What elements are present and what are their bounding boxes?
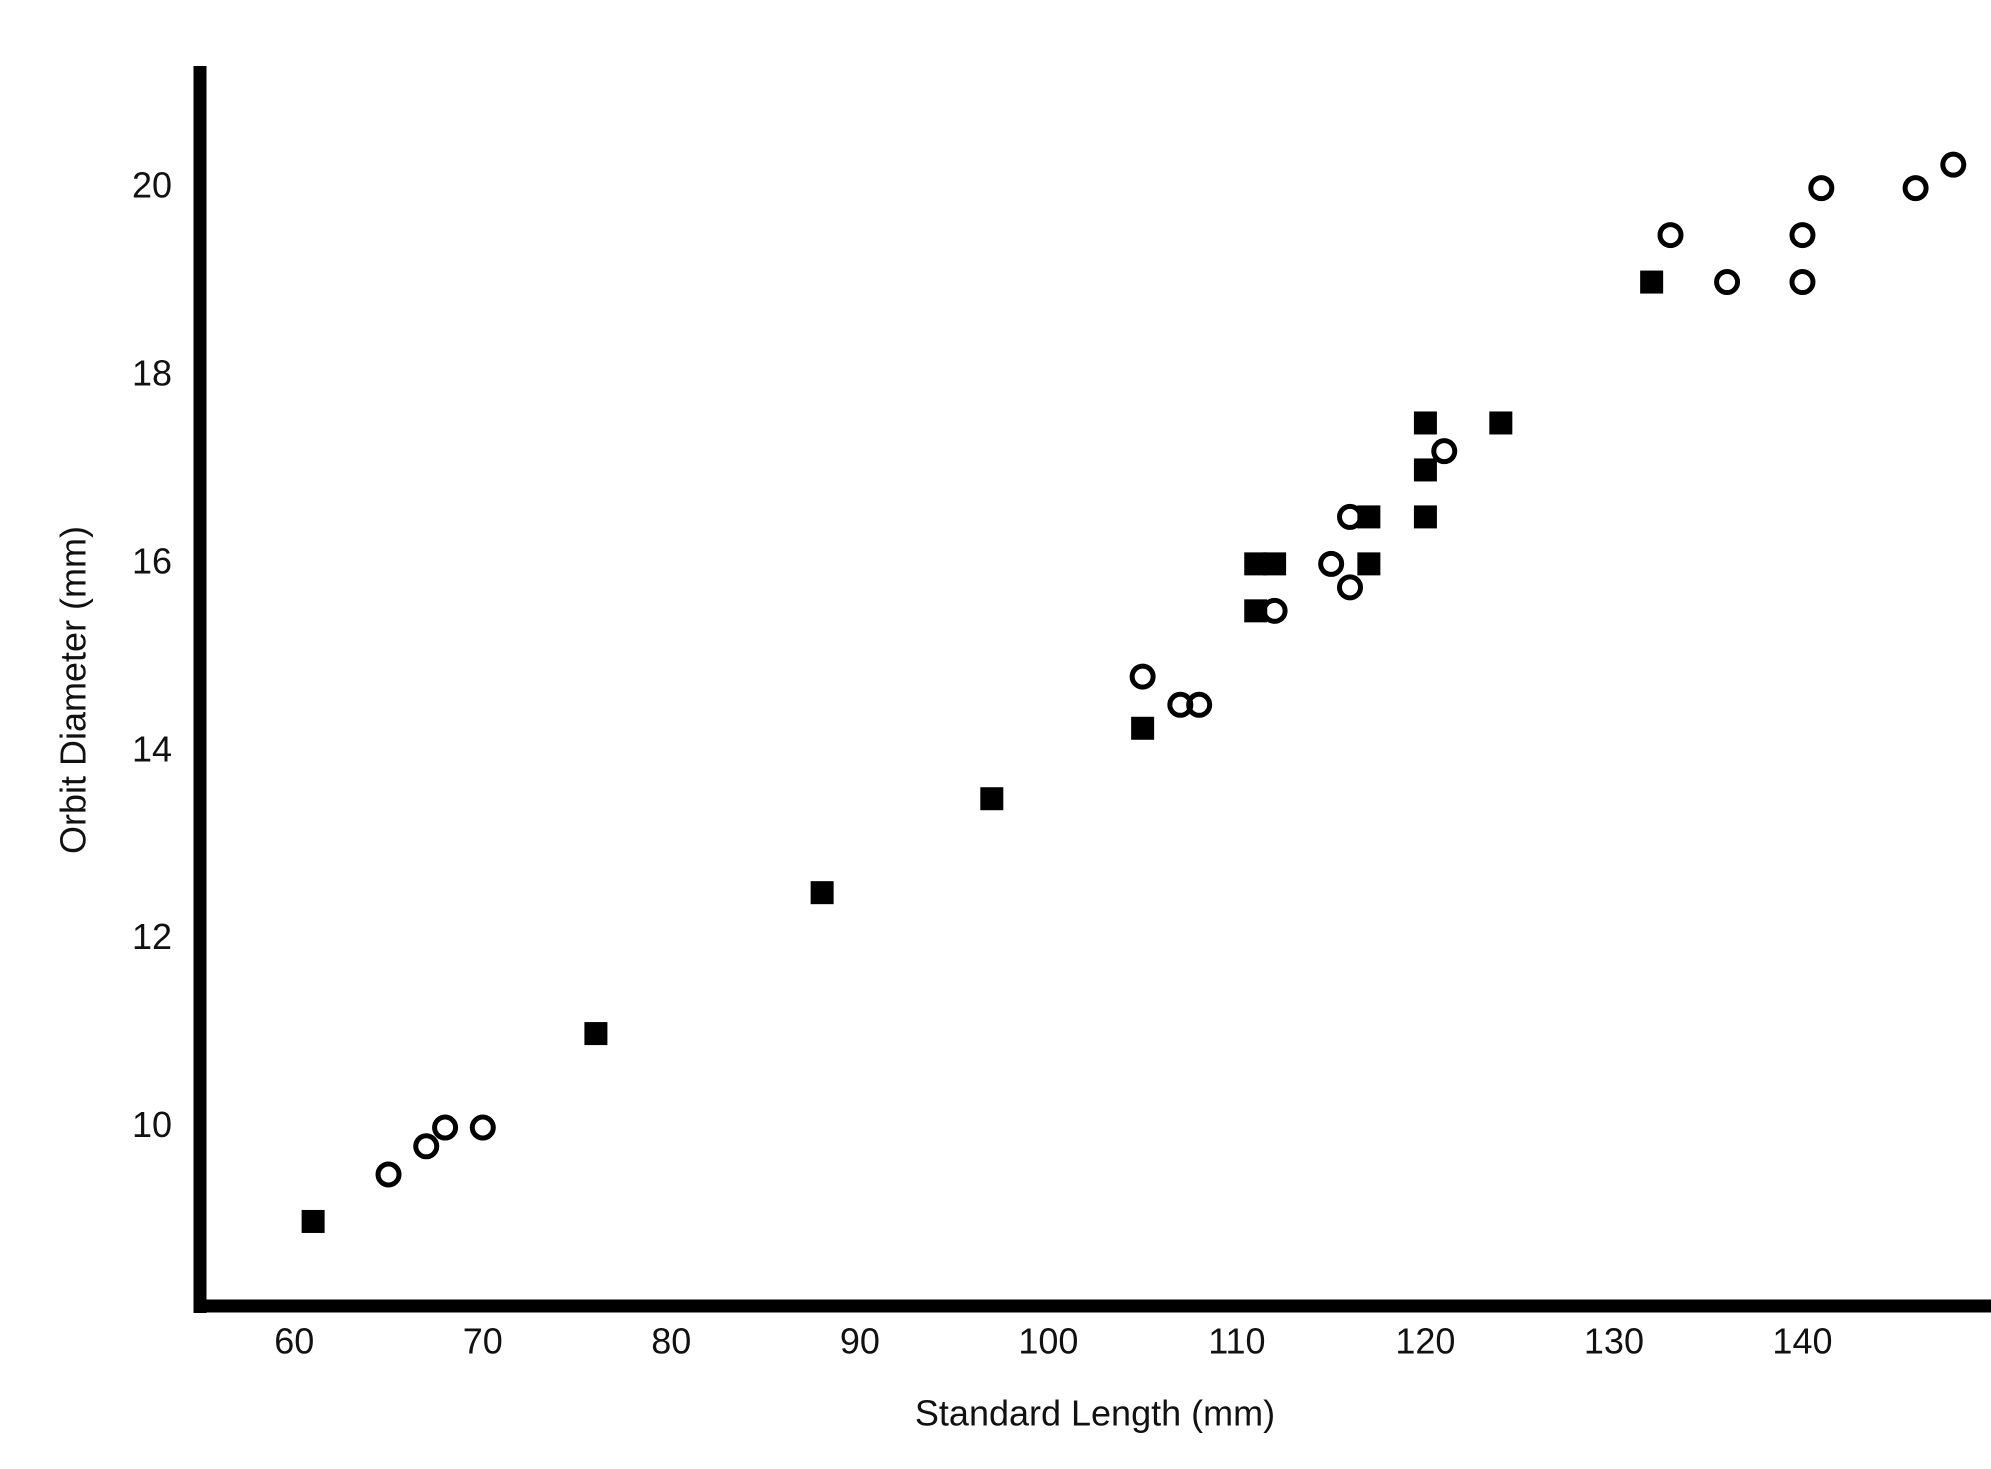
circle-marker — [1337, 574, 1364, 601]
x-tick-label: 60 — [274, 1321, 314, 1362]
x-tick-label: 70 — [463, 1321, 503, 1362]
square-marker — [1640, 270, 1664, 294]
square-marker — [1357, 505, 1381, 529]
x-tick-label: 90 — [840, 1321, 880, 1362]
circle-marker — [1318, 550, 1345, 577]
circle-marker — [1808, 175, 1835, 202]
circle-marker — [1789, 269, 1816, 296]
x-tick-label: 130 — [1584, 1321, 1644, 1362]
square-marker — [1244, 552, 1268, 576]
circle-marker — [1902, 175, 1929, 202]
square-marker — [301, 1209, 325, 1233]
circle-marker — [1431, 438, 1458, 465]
circle-marker — [469, 1114, 496, 1141]
circle-marker — [1261, 597, 1288, 624]
x-tick-label: 80 — [651, 1321, 691, 1362]
circle-marker — [1129, 663, 1156, 690]
circle-marker — [1337, 503, 1364, 530]
y-tick-label: 14 — [132, 728, 172, 769]
square-marker — [1489, 411, 1513, 435]
circle-marker — [1657, 222, 1684, 249]
circle-marker — [432, 1114, 459, 1141]
circle-marker — [413, 1133, 440, 1160]
y-tick-label: 20 — [132, 165, 172, 206]
square-marker — [584, 1022, 608, 1046]
y-tick-label: 10 — [132, 1104, 172, 1145]
x-tick-label: 110 — [1208, 1321, 1265, 1362]
y-axis-label: Orbit Diameter (mm) — [53, 526, 94, 854]
square-marker — [980, 787, 1004, 811]
y-tick-label: 16 — [132, 540, 172, 581]
square-marker — [1131, 716, 1155, 740]
circle-marker — [1714, 269, 1741, 296]
y-tick-label: 18 — [132, 353, 172, 394]
x-tick-label: 100 — [1018, 1321, 1078, 1362]
circle-marker — [1940, 151, 1967, 178]
square-marker — [1413, 411, 1437, 435]
x-tick-label: 120 — [1395, 1321, 1455, 1362]
square-marker — [810, 881, 834, 905]
y-tick-label: 12 — [132, 916, 172, 957]
x-axis-label: Standard Length (mm) — [915, 1393, 1275, 1434]
square-marker — [1413, 458, 1437, 482]
square-marker — [1413, 505, 1437, 529]
square-marker — [1263, 552, 1287, 576]
square-marker — [1244, 599, 1268, 623]
square-marker — [1357, 552, 1381, 576]
circle-marker — [375, 1161, 402, 1188]
circle-marker — [1186, 691, 1213, 718]
circle-marker — [1789, 222, 1816, 249]
x-tick-label: 140 — [1772, 1321, 1832, 1362]
